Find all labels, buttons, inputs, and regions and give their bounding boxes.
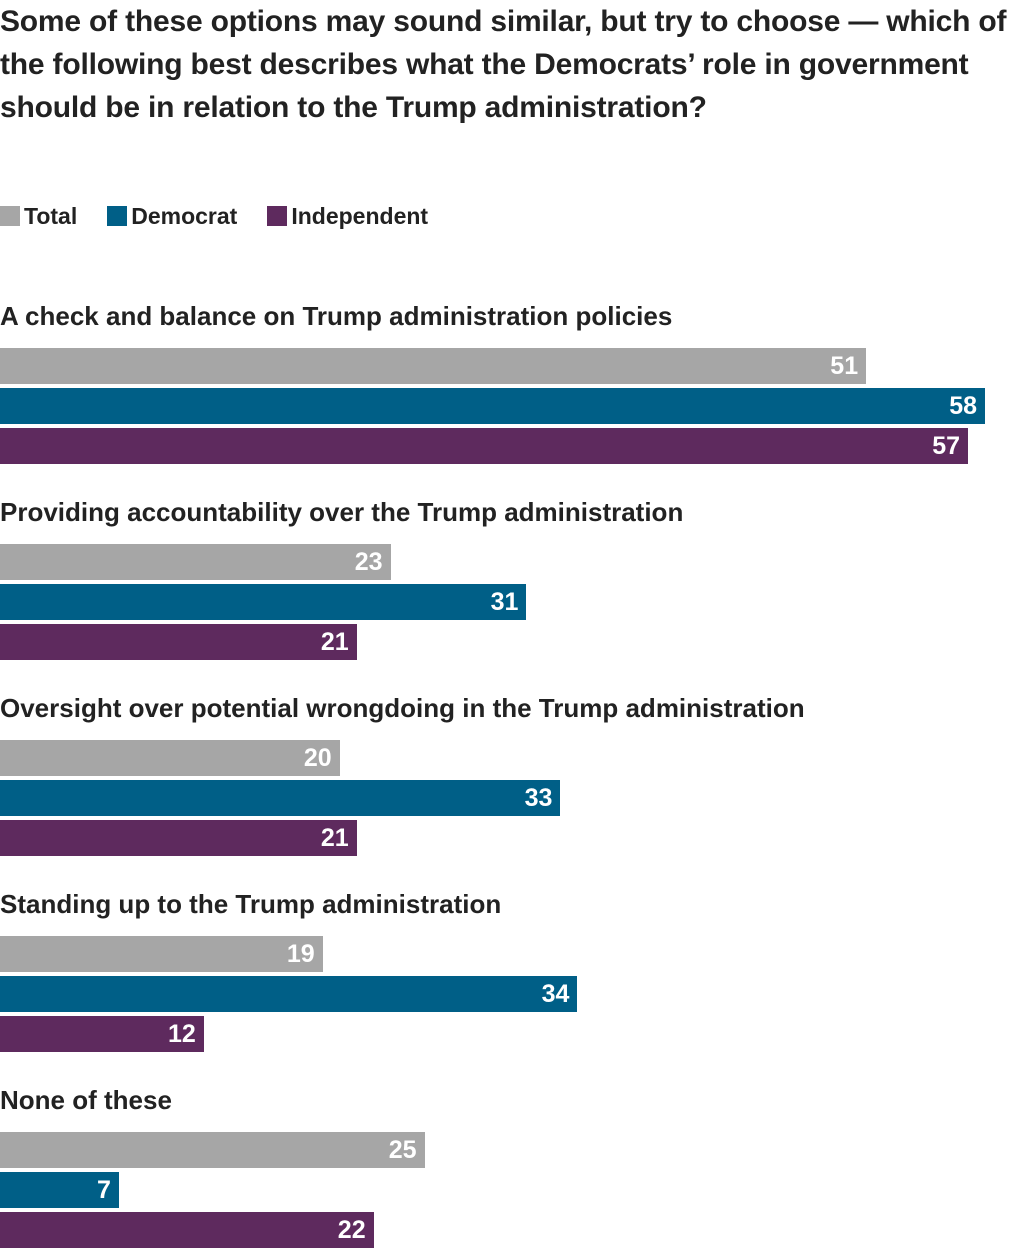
data-label: 51 <box>830 352 859 380</box>
legend-item-total: Total <box>0 203 77 230</box>
bar-independent: 21 <box>0 624 357 660</box>
data-label: 58 <box>949 392 977 420</box>
bar-democrat: 58 <box>0 388 985 424</box>
category-label: A check and balance on Trump administrat… <box>0 301 673 331</box>
legend-label-democrat: Democrat <box>131 202 238 229</box>
bar-independent: 22 <box>0 1212 374 1248</box>
data-label: 57 <box>932 432 961 460</box>
bar-total: 19 <box>0 936 323 972</box>
category-label: None of these <box>0 1085 172 1115</box>
category-label: Standing up to the Trump administration <box>0 889 502 919</box>
legend-swatch-total <box>0 206 20 226</box>
bar-total: 25 <box>0 1132 425 1168</box>
data-label: 12 <box>167 1020 196 1048</box>
bar-democrat: 34 <box>0 976 578 1012</box>
legend: Total Democrat Independent <box>0 202 458 230</box>
data-label: 33 <box>524 784 553 812</box>
bar-democrat: 33 <box>0 780 561 816</box>
data-label: 31 <box>490 588 519 616</box>
bar-independent: 21 <box>0 820 357 856</box>
bar-democrat: 7 <box>0 1172 119 1208</box>
category-label: Oversight over potential wrongdoing in t… <box>0 693 805 723</box>
bar-total: 23 <box>0 544 391 580</box>
legend-swatch-independent <box>267 206 288 226</box>
data-label: 23 <box>354 548 383 576</box>
bar-total: 20 <box>0 740 340 776</box>
category-label: Providing accountability over the Trump … <box>0 497 684 527</box>
legend-item-independent: Independent <box>267 203 428 230</box>
bar-independent: 12 <box>0 1016 204 1052</box>
data-label: 7 <box>96 1176 111 1204</box>
legend-swatch-democrat <box>107 206 128 226</box>
data-label: 34 <box>541 980 570 1008</box>
chart-title: Some of these options may sound similar,… <box>0 5 1007 124</box>
data-label: 21 <box>320 628 349 656</box>
legend-label-total: Total <box>24 202 78 229</box>
data-label: 19 <box>286 940 315 968</box>
legend-item-democrat: Democrat <box>107 203 237 230</box>
legend-label-independent: Independent <box>291 202 429 229</box>
data-label: 22 <box>337 1216 366 1244</box>
data-label: 20 <box>303 744 332 772</box>
data-label: 21 <box>320 824 349 852</box>
bar-democrat: 31 <box>0 584 527 620</box>
bar-independent: 57 <box>0 428 969 464</box>
data-label: 25 <box>388 1136 417 1164</box>
bar-total: 51 <box>0 348 867 384</box>
